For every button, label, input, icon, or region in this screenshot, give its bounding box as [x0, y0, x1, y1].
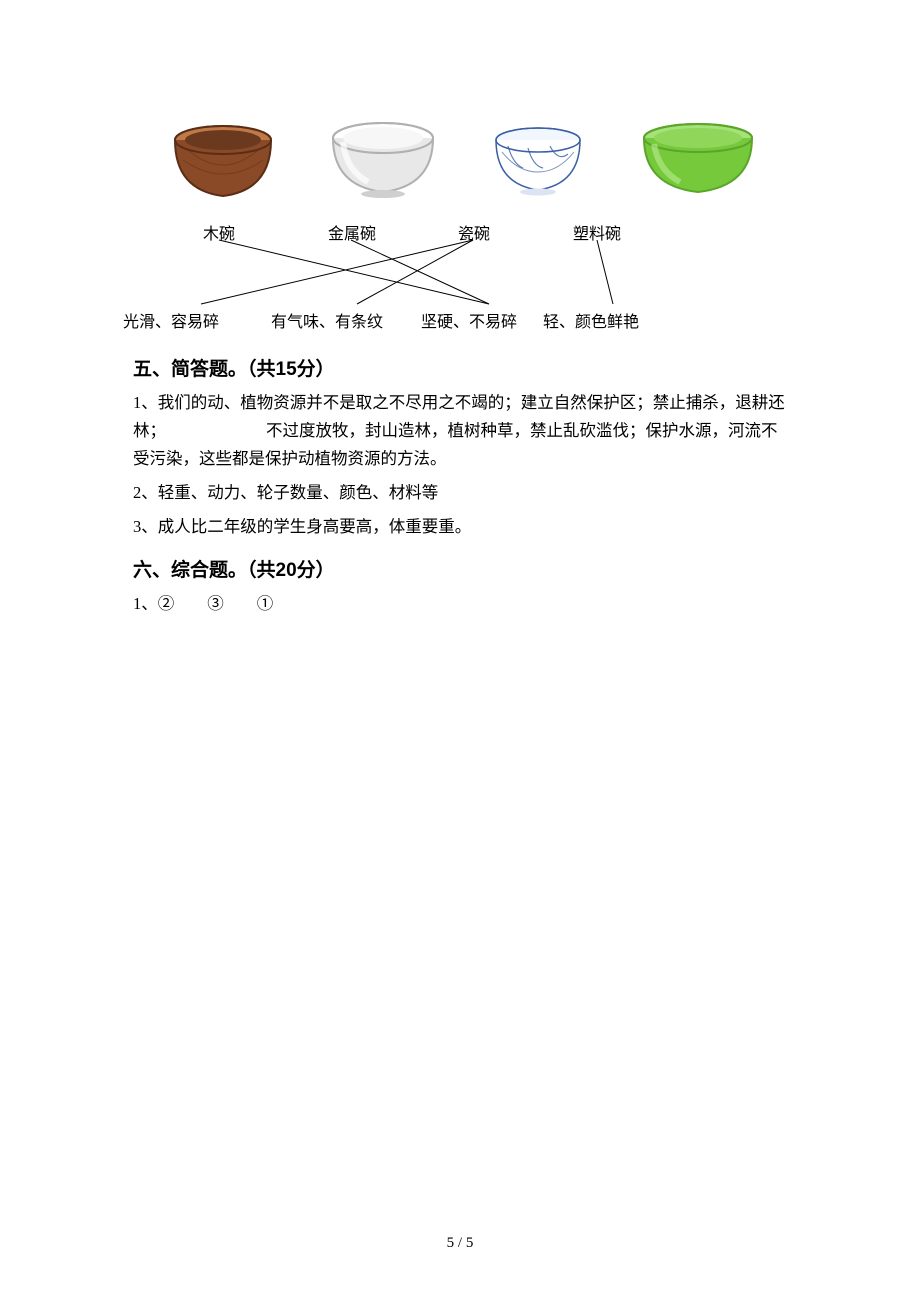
section5-heading: 五、简答题。（共15分） [133, 354, 787, 381]
section6-heading: 六、综合题。（共20分） [133, 555, 787, 582]
section5-body: 1、我们的动、植物资源并不是取之不尽用之不竭的；建立自然保护区；禁止捕杀，退耕还… [133, 389, 787, 541]
page-content: 木碗 金属碗 瓷碗 塑料碗 光滑、容易碎 有气味、有条纹 坚硬、不易碎 轻、颜色… [133, 0, 787, 624]
trait-smell-grain: 有气味、有条纹 [271, 308, 383, 332]
trait-light-colorful: 轻、颜色鲜艳 [543, 308, 639, 332]
section6-body: 1、② ③ ① [133, 590, 787, 618]
matching-lines [143, 100, 783, 340]
trait-hard-durable: 坚硬、不易碎 [421, 308, 517, 332]
section5-q3: 3、成人比二年级的学生身高要高，体重要重。 [133, 513, 787, 541]
section5-q1-part-b: 不过度放牧，封山造林，植树种草，禁止乱砍滥伐；保护水源，河流不受污染，这些都是保… [133, 421, 778, 468]
bowl-matching-diagram: 木碗 金属碗 瓷碗 塑料碗 光滑、容易碎 有气味、有条纹 坚硬、不易碎 轻、颜色… [143, 100, 783, 340]
trait-smooth-fragile: 光滑、容易碎 [123, 308, 219, 332]
page-footer: 5 / 5 [0, 1235, 920, 1252]
section5-q1: 1、我们的动、植物资源并不是取之不尽用之不竭的；建立自然保护区；禁止捕杀，退耕还… [133, 389, 787, 473]
section5-q2: 2、轻重、动力、轮子数量、颜色、材料等 [133, 479, 787, 507]
section6-q1: 1、② ③ ① [133, 590, 787, 618]
